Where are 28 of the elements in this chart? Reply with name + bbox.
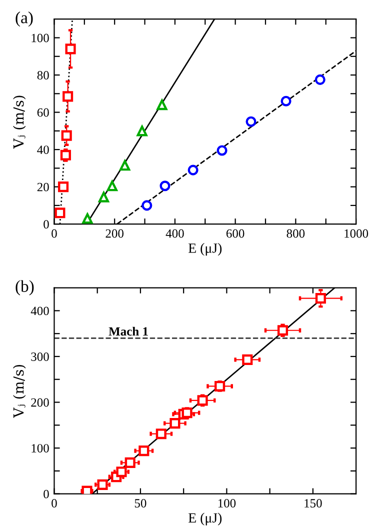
y-tick-label: 60: [37, 108, 49, 117]
y-tick-label: 300: [31, 352, 49, 361]
x-tick-label: 100: [218, 499, 236, 508]
chart-title: (a): [16, 12, 33, 27]
y-tick-label: 0: [44, 220, 49, 229]
x-tick-label: 600: [226, 229, 244, 238]
x-tick-label: 400: [166, 229, 184, 238]
y-tick-label: 100: [32, 34, 49, 42]
x-tick-label: 0: [52, 499, 57, 508]
x-axis-title: E (μJ): [188, 243, 222, 256]
y-tick-label: 80: [37, 71, 49, 80]
y-tick-label: 0: [44, 490, 49, 498]
x-axis-title: E (μJ): [188, 512, 222, 526]
x-tick-label: 1000: [344, 229, 368, 238]
x-tick-label: 800: [286, 229, 305, 238]
y-tick-label: 20: [37, 182, 49, 192]
y-tick-label: 40: [37, 146, 49, 154]
y-tick-label: 200: [31, 398, 49, 407]
y-tick-label: 100: [32, 444, 49, 453]
x-tick-label: 150: [304, 499, 322, 508]
y-axis-title: Vⱼ (m/s): [13, 364, 26, 418]
x-tick-label: 50: [134, 499, 146, 508]
y-axis-title: Vⱼ (m/s): [13, 96, 26, 149]
y-tick-label: 400: [30, 306, 49, 316]
x-tick-label: 200: [106, 229, 124, 238]
chart-title: (b): [16, 280, 34, 296]
x-tick-label: 0: [52, 229, 57, 238]
ref-line-label: Mach 1: [108, 326, 148, 336]
